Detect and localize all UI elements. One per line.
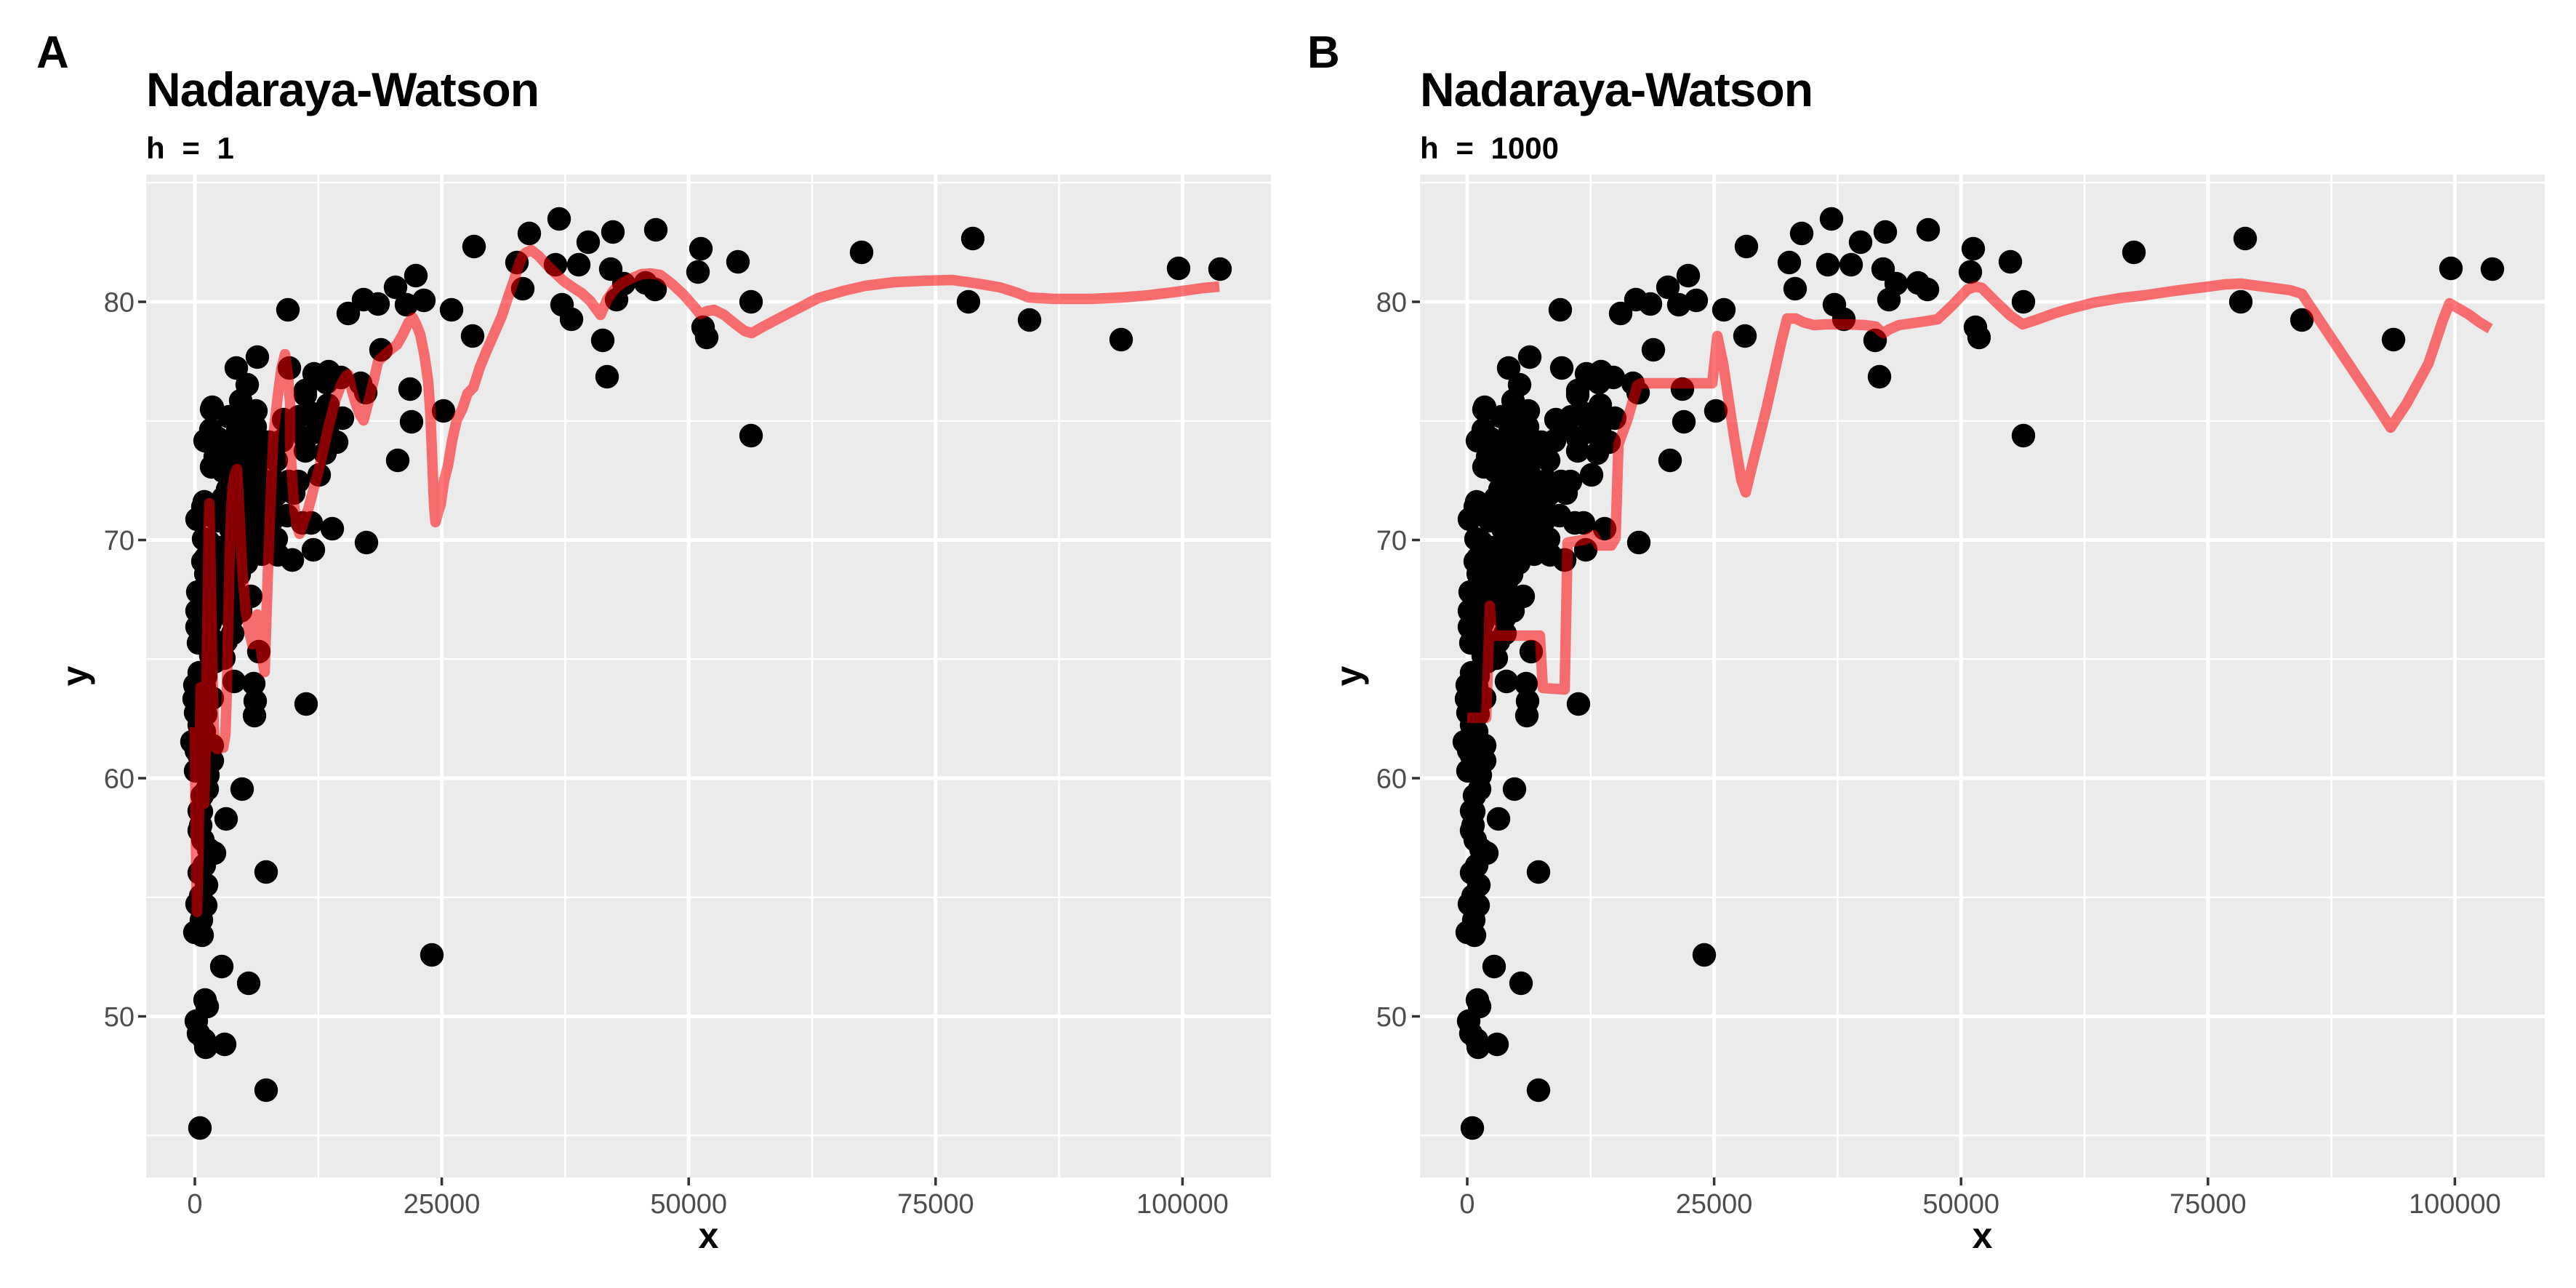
svg-text:50: 50 — [104, 1002, 135, 1033]
svg-text:h = 1000: h = 1000 — [1420, 131, 1559, 165]
svg-text:60: 60 — [1376, 764, 1407, 795]
svg-text:100000: 100000 — [1136, 1189, 1229, 1220]
svg-text:100000: 100000 — [2409, 1189, 2501, 1220]
svg-text:0: 0 — [1459, 1189, 1474, 1220]
svg-text:25000: 25000 — [1676, 1189, 1753, 1220]
svg-text:0: 0 — [187, 1189, 202, 1220]
svg-text:x: x — [1973, 1215, 1993, 1256]
svg-text:y: y — [1328, 665, 1369, 686]
svg-text:60: 60 — [104, 764, 135, 795]
svg-text:y: y — [55, 665, 95, 686]
svg-text:A: A — [36, 28, 69, 78]
svg-text:80: 80 — [104, 288, 135, 319]
svg-text:50000: 50000 — [650, 1189, 727, 1220]
svg-text:25000: 25000 — [404, 1189, 481, 1220]
svg-text:Nadaraya-Watson: Nadaraya-Watson — [1420, 63, 1813, 116]
svg-text:70: 70 — [104, 526, 135, 556]
svg-text:70: 70 — [1376, 526, 1407, 556]
svg-text:x: x — [699, 1215, 719, 1256]
svg-text:Nadaraya-Watson: Nadaraya-Watson — [146, 63, 539, 116]
svg-text:80: 80 — [1376, 288, 1407, 319]
svg-text:50: 50 — [1376, 1002, 1407, 1033]
svg-text:75000: 75000 — [897, 1189, 974, 1220]
svg-text:h = 1: h = 1 — [146, 131, 234, 165]
svg-text:50000: 50000 — [1922, 1189, 1999, 1220]
svg-text:75000: 75000 — [2170, 1189, 2247, 1220]
svg-text:B: B — [1307, 28, 1340, 78]
